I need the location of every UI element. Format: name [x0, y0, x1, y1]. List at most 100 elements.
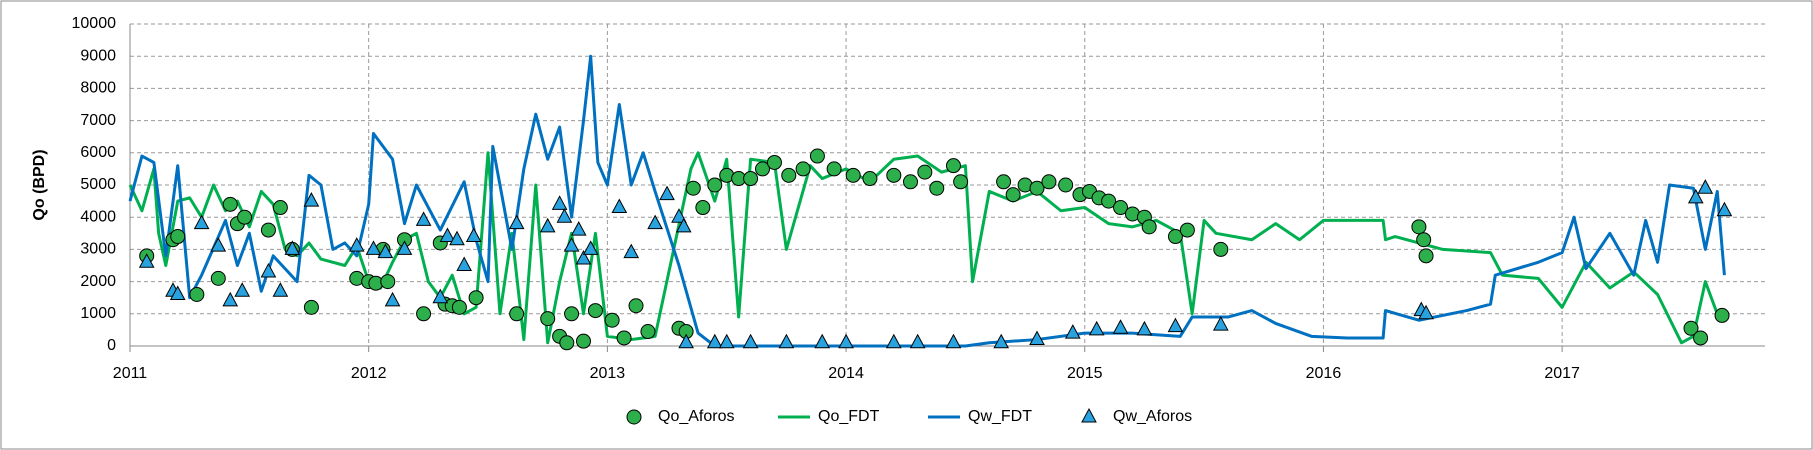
- triangle-marker: [1167, 317, 1184, 333]
- circle-marker: [945, 158, 961, 174]
- triangle-marker: [449, 230, 465, 246]
- circle-marker: [743, 171, 759, 187]
- triangle-marker: [647, 214, 663, 230]
- triangle-marker: [1716, 201, 1733, 217]
- triangle-marker: [260, 262, 277, 278]
- triangle-marker: [377, 243, 394, 259]
- triangle-marker: [210, 237, 227, 252]
- triangle-marker: [465, 227, 482, 243]
- triangle-marker: [659, 185, 675, 201]
- x-tick-label: 2013: [590, 365, 626, 382]
- circle-marker: [886, 167, 902, 183]
- circle-marker: [1167, 229, 1183, 245]
- triangle-marker: [563, 237, 580, 252]
- circle-marker: [170, 229, 186, 245]
- circle-marker: [260, 222, 276, 238]
- triangle-marker: [570, 221, 587, 236]
- circle-marker: [1213, 241, 1229, 257]
- circle-marker: [766, 154, 782, 170]
- triangle-marker: [138, 253, 155, 268]
- triangle-marker: [611, 198, 628, 214]
- triangle-marker: [415, 211, 432, 226]
- circle-marker: [210, 270, 226, 286]
- triangle-marker: [456, 256, 472, 271]
- y-tick-label: 1000: [80, 305, 116, 322]
- circle-marker: [1141, 219, 1157, 235]
- circle-marker: [189, 286, 205, 302]
- triangle-marker: [432, 288, 449, 304]
- circle-marker: [929, 180, 945, 196]
- legend-label: Qw_FDT: [968, 408, 1032, 425]
- triangle-marker: [439, 227, 456, 243]
- triangle-marker: [1212, 316, 1229, 331]
- circle-marker: [1418, 248, 1434, 264]
- triangle-marker: [1088, 320, 1105, 336]
- circle-marker: [1416, 232, 1432, 248]
- circle-marker: [1101, 193, 1117, 209]
- circle-marker: [903, 174, 919, 190]
- triangle-marker: [993, 333, 1010, 349]
- circle-marker: [781, 167, 797, 183]
- circle-marker: [540, 311, 556, 327]
- triangle-marker: [551, 195, 568, 210]
- triangle-marker: [1418, 304, 1434, 320]
- triangle-marker: [1697, 179, 1714, 194]
- circle-marker: [1411, 219, 1427, 235]
- x-tick-label: 2017: [1544, 365, 1580, 382]
- triangle-marker: [945, 333, 962, 349]
- y-tick-label: 5000: [80, 176, 116, 193]
- circle-marker: [1113, 200, 1129, 216]
- circle-marker: [640, 324, 656, 340]
- circle-marker: [862, 171, 878, 187]
- circle-marker: [1693, 330, 1709, 346]
- triangle-marker: [582, 240, 599, 255]
- triangle-marker: [814, 333, 831, 349]
- legend-label: Qo_Aforos: [658, 408, 734, 425]
- y-tick-label: 9000: [80, 47, 116, 64]
- triangle-marker: [284, 240, 301, 255]
- triangle-marker: [623, 243, 640, 259]
- triangle-marker: [909, 333, 926, 349]
- triangle-marker: [222, 291, 239, 307]
- circle-marker: [468, 290, 484, 306]
- y-tick-label: 6000: [80, 144, 116, 161]
- triangle-marker: [365, 240, 382, 255]
- triangle-marker: [1687, 188, 1704, 204]
- circle-marker: [576, 333, 592, 349]
- triangle-marker: [718, 333, 735, 349]
- circle-marker: [685, 180, 701, 196]
- circle-marker: [1058, 177, 1074, 193]
- triangle-marker: [303, 192, 320, 207]
- y-tick-label: 8000: [80, 80, 116, 97]
- y-tick-label: 3000: [80, 241, 116, 258]
- x-tick-label: 2016: [1306, 365, 1342, 382]
- y-axis-label: Qo (BPD): [31, 149, 48, 220]
- triangle-marker: [169, 285, 186, 300]
- circle-marker: [604, 312, 620, 328]
- circle-marker: [564, 306, 580, 322]
- circle-marker: [845, 167, 861, 183]
- circle-marker: [303, 299, 319, 315]
- triangle-marker: [742, 333, 759, 349]
- x-tick-label: 2011: [113, 365, 148, 382]
- circle-marker: [953, 174, 969, 190]
- circle-marker: [826, 161, 842, 177]
- x-tick-label: 2015: [1067, 365, 1103, 382]
- legend-label: Qw_Aforos: [1113, 408, 1192, 425]
- circle-marker: [1029, 180, 1045, 196]
- circle-marker: [272, 200, 288, 216]
- triangle-marker: [675, 217, 692, 233]
- y-tick-label: 7000: [80, 112, 116, 129]
- triangle-marker: [1064, 324, 1081, 339]
- legend-swatch: [626, 409, 642, 425]
- circle-marker: [1041, 174, 1057, 190]
- triangle-marker: [384, 291, 401, 307]
- circle-marker: [509, 306, 525, 322]
- circle-marker: [587, 303, 603, 319]
- circle-marker: [707, 177, 723, 193]
- triangle-marker: [1112, 319, 1129, 334]
- circle-marker: [222, 196, 238, 212]
- triangle-marker: [272, 282, 289, 297]
- circle-marker: [755, 161, 771, 177]
